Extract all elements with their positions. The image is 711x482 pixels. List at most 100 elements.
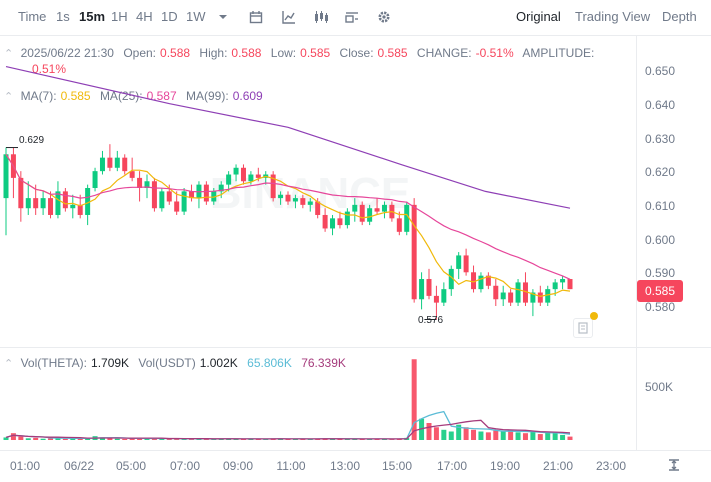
collapse-icon[interactable]: ⌃ — [4, 48, 14, 60]
candle-body — [300, 198, 306, 205]
candle-body — [381, 204, 387, 212]
time-tick: 19:00 — [489, 459, 521, 473]
candle-body — [55, 191, 61, 215]
close-value: 0.585 — [377, 46, 408, 60]
candle-body — [530, 292, 536, 303]
candle-body — [441, 289, 447, 303]
candle-body — [285, 194, 291, 202]
axis-scale-icon[interactable] — [667, 458, 681, 472]
candle-body — [77, 204, 83, 215]
ma7-label: MA(7): — [20, 89, 57, 103]
candle-body — [426, 279, 432, 296]
candle-body — [344, 211, 350, 226]
candle-style-icon[interactable] — [314, 10, 328, 24]
ma25-line — [5, 153, 571, 280]
volume-bar — [203, 439, 209, 440]
volume-bar — [552, 433, 558, 440]
volume-bar — [285, 439, 291, 440]
view-original[interactable]: Original — [516, 9, 561, 24]
interval-4h[interactable]: 4H — [136, 9, 153, 24]
interval-1h[interactable]: 1H — [111, 9, 128, 24]
candle-body — [315, 201, 321, 215]
price-tick: 0.580 — [645, 300, 676, 314]
volume-bar — [508, 429, 514, 440]
volume-bar — [522, 433, 528, 440]
candle-body — [515, 282, 521, 303]
volume-bar — [99, 437, 105, 440]
vol-ma1-value: 65.806K — [247, 356, 292, 370]
vol-usdt-label: Vol(USDT) — [138, 356, 196, 370]
candle-body — [448, 268, 454, 290]
volume-bar — [159, 438, 165, 440]
high-label: High: — [199, 46, 228, 60]
volume-bar — [40, 438, 46, 440]
calendar-icon[interactable] — [249, 10, 263, 24]
volume-bar — [129, 438, 135, 440]
ma-collapse-icon[interactable]: ⌃ — [4, 91, 14, 103]
high-mark-label: 0.629 — [19, 135, 45, 146]
volume-collapse-icon[interactable]: ⌃ — [4, 358, 14, 370]
volume-bar — [493, 430, 499, 440]
ohlc-datetime: 2025/06/22 21:30 — [20, 46, 114, 60]
candle-body — [151, 181, 157, 209]
layout-settings-icon[interactable] — [345, 10, 359, 24]
candle-body — [367, 208, 373, 222]
volume-bar — [166, 438, 172, 440]
candle-body — [552, 282, 558, 290]
candle-body — [181, 191, 187, 212]
ma-lines — [5, 66, 571, 320]
interval-1w[interactable]: 1W — [186, 9, 206, 24]
candle-body — [456, 255, 462, 269]
time-tick: 13:00 — [329, 459, 361, 473]
view-trading-view[interactable]: Trading View — [575, 9, 651, 24]
candle-body — [471, 272, 477, 290]
candle-body — [404, 204, 410, 232]
candle-body — [218, 184, 224, 192]
high-value: 0.588 — [231, 46, 262, 60]
candle-body — [522, 282, 528, 303]
ma25-value: 0.587 — [146, 89, 177, 103]
open-label: Open: — [123, 46, 157, 60]
volume-bar — [144, 438, 150, 440]
interval-1d[interactable]: 1D — [161, 9, 178, 24]
volume-bar — [77, 438, 83, 440]
candle-body — [137, 177, 143, 188]
ma99-label: MA(99): — [186, 89, 229, 103]
volume-info: ⌃ Vol(THETA): 1.709K Vol(USDT) 1.002K 65.8… — [4, 356, 346, 370]
candle-body — [144, 181, 150, 188]
time-tick: 06/22 — [63, 459, 95, 473]
candle-body — [3, 154, 9, 199]
price-tick: 0.590 — [645, 266, 676, 280]
chart-toolbar: Time 1s 15m 1H 4H 1D 1W Original Trading… — [0, 0, 711, 36]
view-depth[interactable]: Depth — [662, 9, 697, 24]
candles — [3, 144, 573, 320]
time-tick: 01:00 — [9, 459, 41, 473]
candle-body — [211, 191, 217, 202]
open-value: 0.588 — [160, 46, 191, 60]
candle-body — [322, 214, 328, 229]
ma99-value: 0.609 — [232, 89, 263, 103]
current-price-tag: 0.585 — [637, 280, 683, 302]
indicator-icon[interactable] — [282, 10, 296, 24]
candle-body — [419, 279, 425, 300]
interval-1s[interactable]: 1s — [56, 9, 70, 24]
chart-widget-button[interactable] — [573, 318, 593, 338]
candle-body — [18, 177, 24, 209]
price-tick: 0.640 — [645, 98, 676, 112]
candle-body — [433, 295, 439, 303]
candle-body — [240, 167, 246, 182]
candle-body — [307, 201, 313, 205]
time-label[interactable]: Time — [18, 9, 47, 24]
volume-ma2-line — [5, 419, 571, 440]
gear-icon[interactable] — [377, 10, 391, 24]
interval-15m[interactable]: 15m — [79, 9, 106, 24]
candle-body — [48, 198, 54, 215]
volume-bar — [70, 438, 76, 440]
volume-bar — [62, 438, 68, 440]
interval-dropdown-icon[interactable] — [218, 12, 232, 26]
volume-bar — [189, 438, 195, 440]
time-tick: 05:00 — [115, 459, 147, 473]
volume-bar — [500, 431, 506, 440]
candle-body — [40, 198, 46, 209]
